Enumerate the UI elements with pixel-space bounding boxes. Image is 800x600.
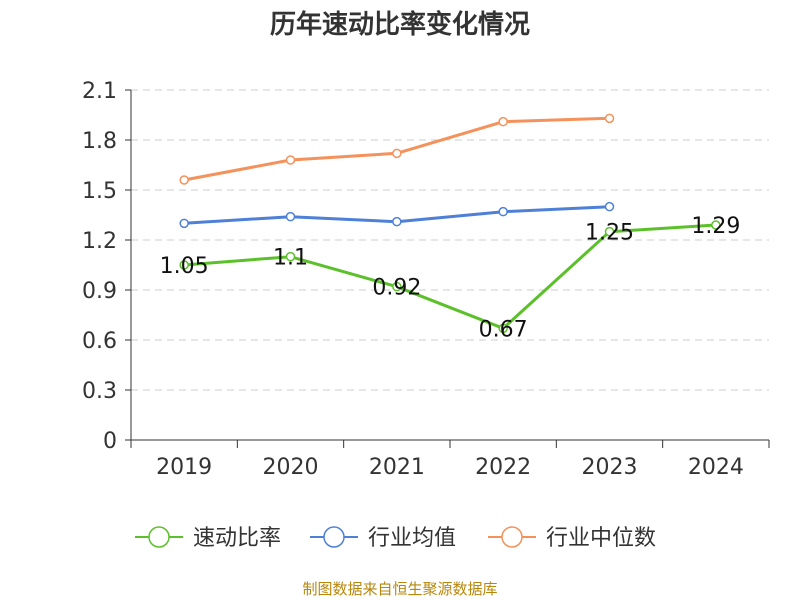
series-point[interactable] xyxy=(498,116,508,127)
data-labels: 1.05 1.1 0.92 0.67 1.25 1.29 xyxy=(160,214,741,342)
y-tick-label: 0 xyxy=(103,429,117,454)
series-point[interactable] xyxy=(604,113,615,124)
series-point[interactable] xyxy=(498,323,508,334)
legend-label: 行业均值 xyxy=(368,526,456,551)
legend-label: 速动比率 xyxy=(193,526,281,551)
legend-marker xyxy=(148,526,170,548)
grid xyxy=(131,89,769,391)
x-tick-label: 2024 xyxy=(688,455,744,480)
x-tick-label: 2021 xyxy=(369,455,425,480)
y-tick-label: 0.6 xyxy=(82,329,117,354)
x-tick-label: 2019 xyxy=(156,455,212,480)
series-point[interactable] xyxy=(498,206,508,217)
y-tick-label: 0.3 xyxy=(82,379,117,404)
data-label: 0.92 xyxy=(372,276,421,301)
data-label: 1.05 xyxy=(160,254,209,279)
legend-item-1[interactable]: 行业均值 xyxy=(310,526,456,551)
x-tick-label: 2020 xyxy=(263,455,319,480)
legend-item-0[interactable]: 速动比率 xyxy=(135,526,281,551)
series-point[interactable] xyxy=(285,155,296,165)
source-note: 制图数据来自恒生聚源数据库 xyxy=(302,580,497,598)
series-point[interactable] xyxy=(179,260,189,270)
axes: 0 0.3 0.6 0.9 1.2 1.5 1.8 2.1 2019 2020 2021 2022 20… xyxy=(82,79,770,480)
y-tick-label: 1.2 xyxy=(82,229,117,254)
y-tick-label: 1.5 xyxy=(82,179,117,204)
series-point[interactable] xyxy=(179,175,189,185)
data-label: 1.29 xyxy=(691,214,740,239)
series-point[interactable] xyxy=(392,216,402,227)
series-point[interactable] xyxy=(285,211,296,222)
chart-title: 历年速动比率变化情况 xyxy=(270,9,530,40)
data-label: 1.1 xyxy=(273,246,308,271)
series-point[interactable] xyxy=(711,220,721,230)
x-tick-label: 2022 xyxy=(475,455,531,480)
series-point[interactable] xyxy=(604,226,615,237)
data-label: 1.25 xyxy=(585,221,634,246)
series-layer xyxy=(179,113,721,334)
series-point[interactable] xyxy=(604,201,615,212)
legend-marker xyxy=(323,526,345,548)
series-point[interactable] xyxy=(392,281,402,292)
y-tick-label: 1.8 xyxy=(82,129,117,154)
legend-label: 行业中位数 xyxy=(546,526,656,551)
series-point[interactable] xyxy=(179,218,189,229)
legend-item-2[interactable]: 行业中位数 xyxy=(488,526,656,551)
legend-marker xyxy=(501,526,523,548)
y-tick-label: 2.1 xyxy=(82,79,117,104)
y-tick-label: 0.9 xyxy=(82,279,117,304)
series-point[interactable] xyxy=(285,251,296,262)
series-line-0 xyxy=(184,223,716,330)
legend[interactable]: 速动比率 行业均值 行业中位数 xyxy=(135,526,656,551)
x-tick-label: 2023 xyxy=(582,455,638,480)
data-label: 0.67 xyxy=(479,317,528,342)
series-point[interactable] xyxy=(392,148,402,159)
